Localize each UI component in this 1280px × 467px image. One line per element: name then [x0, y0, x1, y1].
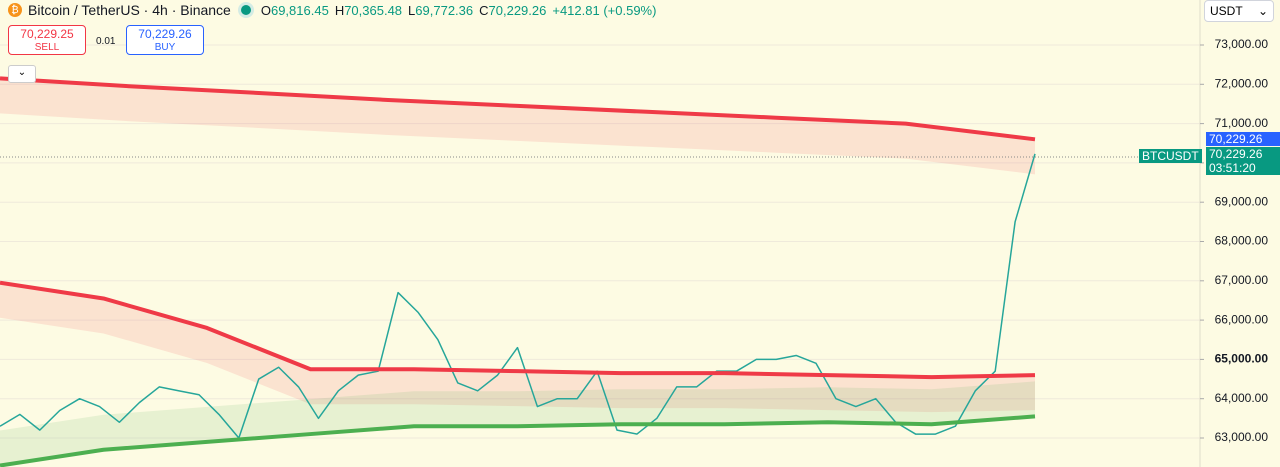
sell-price: 70,229.25	[20, 27, 74, 41]
high: 70,365.48	[344, 2, 403, 18]
ask-tag: 70,229.26	[1206, 132, 1280, 146]
buy-button[interactable]: 70,229.26 BUY	[126, 25, 204, 55]
symbol-header: ₿ Bitcoin / TetherUS · 4h · Binance O 69,…	[8, 1, 662, 19]
change: +412.81 (+0.59%)	[552, 2, 657, 18]
y-tick-label: 63,000.00	[1215, 430, 1269, 444]
currency: USDT	[1210, 4, 1243, 18]
symbol-tag: BTCUSDT	[1139, 149, 1202, 163]
y-tick-label: 66,000.00	[1215, 312, 1269, 326]
spread: 0.01	[96, 36, 116, 47]
coin-icon: ₿	[8, 3, 22, 17]
y-tick-label: 64,000.00	[1215, 391, 1269, 405]
y-tick-label: 67,000.00	[1215, 273, 1269, 287]
low: 69,772.36	[415, 2, 474, 18]
band	[0, 381, 1035, 466]
y-tick-label: 68,000.00	[1215, 234, 1269, 248]
series-line	[0, 414, 1036, 467]
open: 69,816.45	[270, 2, 329, 18]
y-tick-label: 73,000.00	[1215, 37, 1269, 51]
o-key: O	[260, 2, 271, 18]
y-tick-label: 72,000.00	[1215, 76, 1269, 90]
close: 70,229.26	[488, 2, 547, 18]
collapse-button[interactable]: ⌄	[8, 65, 36, 83]
y-tick-label: 69,000.00	[1215, 194, 1269, 208]
symbol: Bitcoin / TetherUS · 4h · Binance	[28, 2, 231, 18]
status-dot	[240, 5, 251, 15]
sell-button[interactable]: 70,229.25 SELL	[8, 25, 86, 55]
series-line	[0, 153, 1036, 439]
y-tick-label: 71,000.00	[1215, 116, 1269, 130]
countdown: 03:51:20	[1209, 161, 1256, 175]
currency-select[interactable]: USDT ⌄	[1204, 0, 1274, 22]
l-key: L	[408, 2, 416, 18]
buy-price: 70,229.26	[138, 27, 192, 41]
sell-label: SELL	[34, 42, 60, 53]
price-axis-bg	[1200, 0, 1280, 467]
last-tag: 70,229.26 03:51:20	[1206, 147, 1280, 175]
c-key: C	[479, 2, 489, 18]
series-line	[0, 280, 1036, 380]
last-price: 70,229.26	[1209, 147, 1263, 161]
band	[0, 78, 1035, 175]
series-line	[0, 76, 1036, 142]
buy-label: BUY	[154, 42, 176, 53]
y-tick-label: 65,000.00	[1215, 352, 1269, 366]
h-key: H	[334, 2, 345, 18]
